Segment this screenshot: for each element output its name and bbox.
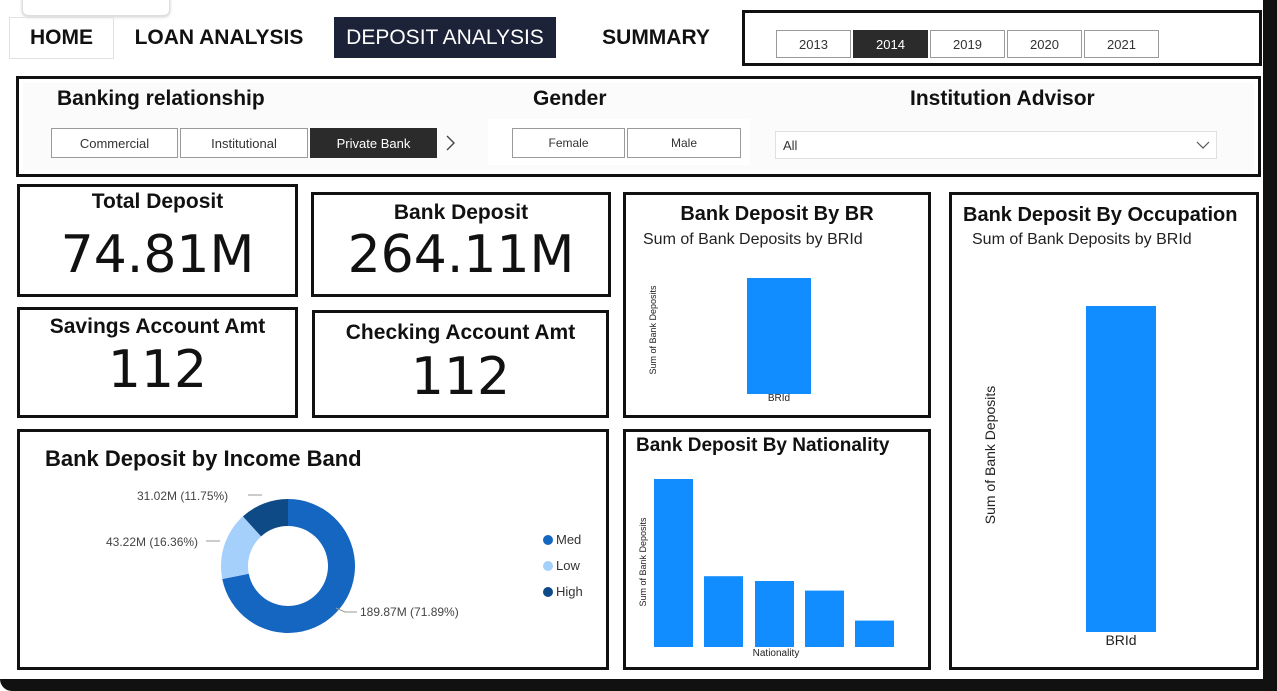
donut-slice-low[interactable] <box>221 516 262 580</box>
checking-account-card: Checking Account Amt 112 <box>312 310 609 418</box>
gender-title: Gender <box>533 87 607 110</box>
donut-slice-high[interactable] <box>242 499 288 537</box>
br-x-axis-label: BRId <box>767 393 791 404</box>
occupation-chart-subtitle: Sum of Bank Deposits by BRId <box>972 231 1192 248</box>
banking-relationship-title: Banking relationship <box>57 87 265 110</box>
legend-item-high[interactable]: High <box>543 584 583 599</box>
legend-item-med[interactable]: Med <box>543 532 581 547</box>
more-options-tab[interactable]: ... <box>22 0 170 16</box>
nav-home-button[interactable]: HOME <box>9 17 114 59</box>
nav-deposit-analysis-button[interactable]: DEPOSIT ANALYSIS <box>334 17 556 58</box>
banking-relationship-option-selected[interactable]: Private Bank <box>310 128 437 158</box>
gender-option[interactable]: Male <box>627 128 741 158</box>
donut-slice-med[interactable] <box>222 499 355 633</box>
occupation-bar[interactable] <box>1086 306 1156 632</box>
institution-advisor-dropdown[interactable]: All <box>775 131 1217 159</box>
year-option-selected[interactable]: 2014 <box>853 30 928 58</box>
nationality-bar[interactable] <box>755 581 794 647</box>
nav-loan-analysis-button[interactable]: LOAN ANALYSIS <box>134 26 304 49</box>
bank-deposit-value: 264.11M <box>347 225 575 285</box>
banking-relationship-option[interactable]: Institutional <box>180 128 308 158</box>
year-option[interactable]: 2020 <box>1007 30 1082 58</box>
bank-deposit-by-occupation-card: Bank Deposit By Occupation Sum of Bank D… <box>949 192 1259 670</box>
total-deposit-card: Total Deposit 74.81M <box>17 184 298 297</box>
banking-relationship-option[interactable]: Commercial <box>51 128 178 158</box>
legend-label: Low <box>556 558 580 573</box>
bank-deposit-label: Bank Deposit <box>393 201 529 224</box>
more-options-icon[interactable]: ... <box>109 0 125 1</box>
window-frame-bottom <box>0 679 1277 691</box>
legend-dot-icon <box>543 534 553 545</box>
nationality-bar[interactable] <box>805 590 844 647</box>
window-frame-right <box>1263 0 1277 691</box>
savings-account-label: Savings Account Amt <box>49 315 266 338</box>
year-slicer: 2013 2014 2019 2020 2021 <box>742 10 1262 66</box>
nationality-x-axis-label: Nationality <box>752 648 800 659</box>
nationality-bar-plot <box>654 479 894 647</box>
br-chart-title: Bank Deposit By BR <box>680 203 874 225</box>
occupation-chart-title: Bank Deposit By Occupation <box>963 204 1238 226</box>
chevron-right-icon[interactable] <box>443 131 459 155</box>
pie-label-high: 31.02M (11.75%) <box>137 489 229 503</box>
pie-label-med: 189.87M (71.89%) <box>360 605 459 619</box>
nationality-bar[interactable] <box>855 620 894 647</box>
checking-account-value: 112 <box>410 347 511 407</box>
income-band-donut <box>206 494 357 633</box>
legend-label: Med <box>556 532 582 547</box>
legend-label: High <box>556 584 583 599</box>
occupation-x-axis-label: BRId <box>1105 632 1137 648</box>
nationality-bar[interactable] <box>704 576 743 647</box>
br-chart-subtitle: Sum of Bank Deposits by BRId <box>643 231 863 248</box>
legend-dot-icon <box>543 586 553 597</box>
savings-account-value: 112 <box>107 340 208 400</box>
br-bar[interactable] <box>747 278 811 394</box>
nav-summary-button[interactable]: SUMMARY <box>602 26 710 49</box>
chevron-down-icon[interactable] <box>1196 138 1210 152</box>
institution-advisor-title: Institution Advisor <box>910 87 1095 110</box>
nationality-chart-title: Bank Deposit By Nationality <box>636 435 890 456</box>
leader-line <box>335 607 357 613</box>
year-option[interactable]: 2019 <box>930 30 1005 58</box>
income-band-chart-card: Bank Deposit by Income Band 31.02M (11.7… <box>17 429 609 670</box>
legend-item-low[interactable]: Low <box>543 558 580 573</box>
savings-account-card: Savings Account Amt 112 <box>17 307 298 418</box>
year-option[interactable]: 2013 <box>776 30 851 58</box>
nationality-bar[interactable] <box>654 479 693 647</box>
institution-advisor-value: All <box>783 137 798 153</box>
tooltip-arrow-icon <box>73 3 91 12</box>
occupation-y-axis-label: Sum of Bank Deposits <box>982 385 998 525</box>
bank-deposit-by-br-card: Bank Deposit By BR Sum of Bank Deposits … <box>623 192 931 418</box>
checking-account-label: Checking Account Amt <box>345 321 576 344</box>
total-deposit-label: Total Deposit <box>91 190 224 213</box>
income-band-chart-title: Bank Deposit by Income Band <box>45 446 362 471</box>
total-deposit-value: 74.81M <box>60 225 255 285</box>
gender-option[interactable]: Female <box>512 128 625 158</box>
pie-label-low: 43.22M (16.36%) <box>106 535 199 549</box>
bank-deposit-card: Bank Deposit 264.11M <box>311 192 611 297</box>
year-option[interactable]: 2021 <box>1084 30 1159 58</box>
legend-dot-icon <box>543 560 553 571</box>
bank-deposit-by-nationality-card: Bank Deposit By Nationality Sum of Bank … <box>623 429 931 670</box>
br-y-axis-label: Sum of Bank Deposits <box>648 285 658 375</box>
